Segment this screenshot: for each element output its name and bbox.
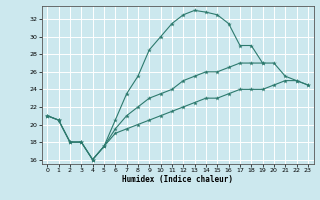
X-axis label: Humidex (Indice chaleur): Humidex (Indice chaleur) [122, 175, 233, 184]
